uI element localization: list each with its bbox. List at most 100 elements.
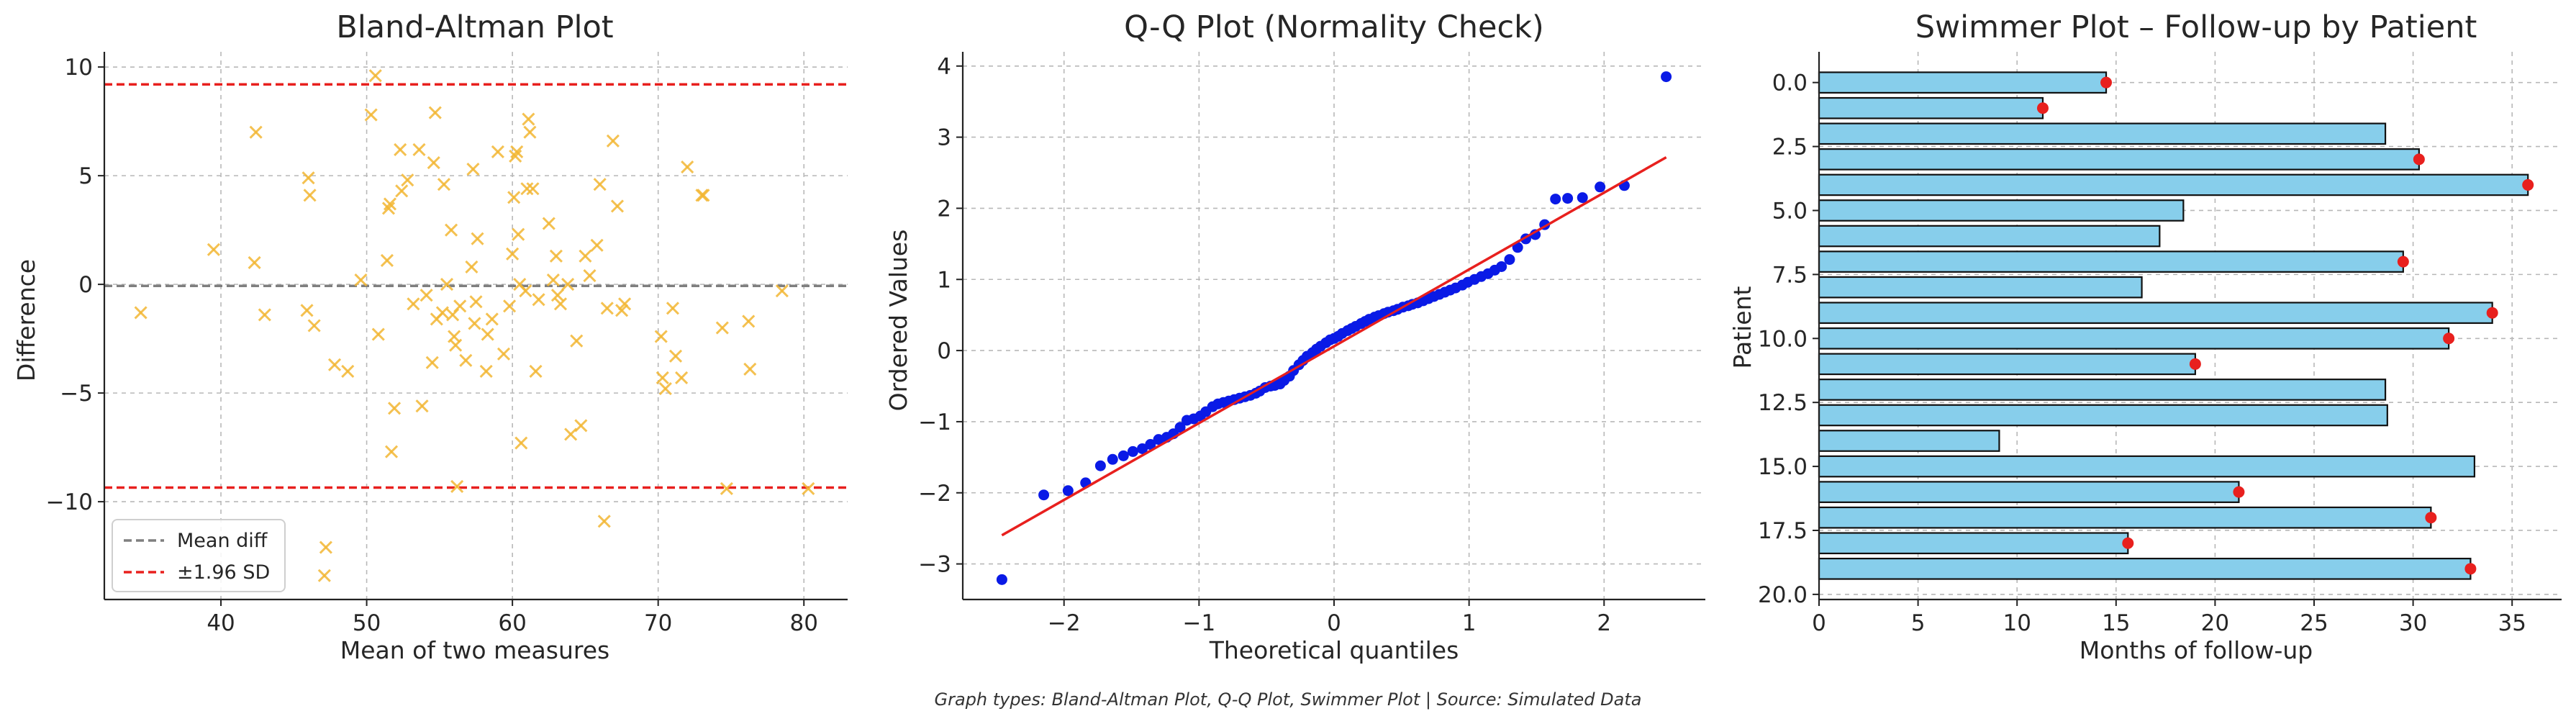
data-point-stroke [610,199,625,213]
data-point-stroke [579,249,592,263]
data-point [1094,460,1106,471]
swimmer-events [2036,76,2534,575]
patient-bar [1818,481,2240,503]
data-point-stroke [514,436,528,450]
data-point-stroke [327,358,342,371]
data-point [437,178,450,191]
data-point [317,569,331,582]
patient-bar [1818,71,2108,94]
data-point [445,223,458,237]
y-tick-label: 3 [937,125,951,151]
data-point-stroke [465,260,479,274]
data-point [415,399,429,413]
x-tick-label: 20 [2201,610,2229,636]
data-point-stroke [319,540,332,554]
data-point [419,289,433,302]
x-tick-label: 0 [1812,610,1826,636]
data-point-stroke [503,299,517,313]
data-point-stroke [317,569,331,582]
data-point [319,540,332,554]
data-point [510,145,524,158]
x-tick-label: −2 [1048,610,1081,636]
swimmer-title: Swimmer Plot – Follow-up by Patient [1915,9,2477,45]
data-point [658,382,672,396]
data-point [1530,229,1541,240]
data-point [590,238,604,252]
data-point [207,243,220,256]
data-point [1127,445,1138,457]
data-point-stroke [427,155,440,170]
data-point-stroke [471,232,484,245]
data-point-stroke [546,273,560,287]
data-point [1153,434,1164,445]
data-point-stroke [697,189,710,202]
x-tick-label: 50 [353,610,381,636]
data-point-stroke [570,334,584,348]
event-marker [2036,102,2049,114]
data-point [618,297,632,311]
x-tick-label: 25 [2300,610,2328,636]
data-point [549,249,563,263]
patient-bar [1818,173,2529,196]
x-tick-label: 15 [2102,610,2130,636]
data-point [354,273,368,287]
legend-label-mean-diff: Mean diff [177,530,268,552]
data-point-stroke [303,189,317,202]
data-point-stroke [522,112,535,126]
data-point [509,149,522,163]
data-point-stroke [553,297,568,311]
data-point [606,134,620,148]
swimmer-bars [1818,71,2529,580]
data-point-stroke [479,364,493,378]
bland-altman-ylabel: Difference [12,259,40,381]
patient-bar [1818,96,2044,119]
data-point [1661,71,1672,83]
y-tick-label: 10 [65,55,93,81]
data-point-stroke [507,191,521,204]
data-point [449,338,463,352]
data-point-stroke [445,223,458,237]
event-marker [2464,563,2477,575]
data-point [570,334,584,348]
data-point [368,69,382,83]
data-point [428,106,442,119]
event-marker [2233,486,2245,498]
y-tick-label: 2 [937,196,951,222]
fit-line-overlay [1001,156,1667,537]
data-point [1145,439,1156,451]
data-point [481,327,494,341]
legend-box [112,519,286,592]
data-point [450,479,464,494]
data-point-stroke [412,142,426,156]
x-tick-label: 5 [1911,610,1926,636]
data-point-stroke [574,419,588,433]
data-point [1062,485,1074,497]
data-point [697,189,710,202]
patient-bar [1818,532,2129,555]
data-point-stroke [466,163,480,176]
data-point [440,278,454,291]
patient-bar [1818,122,2387,145]
data-point [520,182,534,196]
data-point [425,356,439,369]
y-tick-label: 0 [937,338,951,364]
data-point [465,260,479,274]
event-marker [2189,358,2201,370]
data-point-stroke [384,445,399,458]
event-marker [2486,307,2498,319]
data-point-stroke [307,319,321,332]
data-point-stroke [481,327,494,341]
data-point [654,330,668,343]
data-point-stroke [415,399,429,413]
data-point-stroke [675,371,689,385]
data-point [514,436,528,450]
data-point [412,142,426,156]
y-tick-label: −1 [918,409,951,435]
data-point [1504,254,1515,266]
patient-bar [1818,404,2388,427]
data-point-stroke [450,479,464,494]
event-marker [2397,255,2409,268]
swimmer-panel: Swimmer Plot – Follow-up by Patient Mont… [1728,9,2562,664]
data-point [1117,450,1129,461]
